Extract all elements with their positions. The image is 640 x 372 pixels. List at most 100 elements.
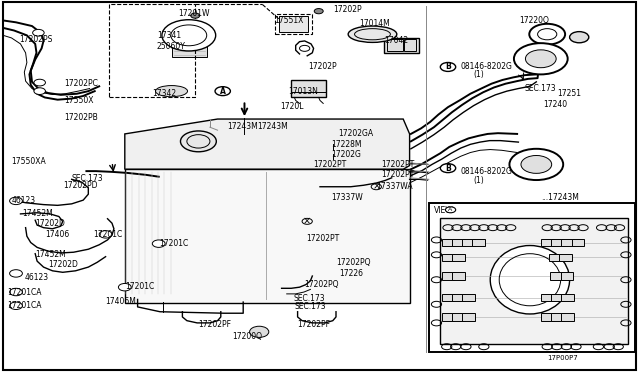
Text: 08146-8202G: 08146-8202G — [461, 62, 513, 71]
Text: 17201C: 17201C — [159, 239, 188, 248]
Text: 17202PT: 17202PT — [314, 160, 347, 169]
Text: 17452M: 17452M — [35, 250, 66, 259]
Bar — [172, 40, 207, 57]
Ellipse shape — [156, 86, 188, 97]
Text: 17201C: 17201C — [125, 282, 154, 291]
Ellipse shape — [348, 26, 397, 42]
Text: 17243M: 17243M — [227, 122, 258, 131]
Circle shape — [99, 231, 112, 238]
Text: 17202PF: 17202PF — [198, 320, 232, 329]
Text: VIEW: VIEW — [434, 206, 454, 215]
Text: 17202PT: 17202PT — [381, 160, 414, 169]
Text: 17202GA: 17202GA — [338, 129, 373, 138]
Text: 17202PT: 17202PT — [381, 170, 414, 179]
Text: 08146-8202G: 08146-8202G — [461, 167, 513, 176]
Text: A: A — [449, 207, 452, 212]
Text: ×: × — [372, 182, 380, 192]
Text: 17243M: 17243M — [257, 122, 288, 131]
Text: 1720L: 1720L — [280, 102, 304, 110]
Bar — [462, 313, 475, 321]
Text: 17201C: 17201C — [93, 230, 122, 239]
Text: 17202PD: 17202PD — [63, 182, 97, 190]
Circle shape — [10, 270, 22, 277]
Text: 17251: 17251 — [557, 89, 581, 98]
Text: (1): (1) — [474, 70, 484, 79]
Bar — [384, 38, 419, 53]
Text: 17240: 17240 — [543, 100, 567, 109]
Circle shape — [529, 24, 565, 45]
Bar — [462, 294, 475, 301]
Text: 17337WA: 17337WA — [376, 182, 413, 191]
Text: 17201W: 17201W — [178, 9, 209, 17]
Bar — [387, 39, 403, 51]
Bar — [429, 203, 635, 352]
Text: 17202G: 17202G — [332, 150, 362, 159]
Bar — [561, 272, 573, 280]
Bar — [550, 272, 563, 280]
Circle shape — [521, 155, 552, 173]
Bar — [452, 239, 465, 246]
Text: 17341: 17341 — [157, 31, 181, 40]
Text: 17042: 17042 — [384, 36, 408, 45]
Text: 17220Q: 17220Q — [520, 16, 550, 25]
Circle shape — [525, 50, 556, 68]
Text: SEC.173: SEC.173 — [294, 302, 326, 311]
Bar — [442, 313, 454, 321]
Text: 17014M: 17014M — [360, 19, 390, 28]
Bar — [442, 239, 454, 246]
Text: 17202D: 17202D — [35, 219, 65, 228]
Bar — [541, 294, 554, 301]
Text: 25060Y: 25060Y — [157, 42, 186, 51]
Text: 17337W: 17337W — [332, 193, 364, 202]
Text: 17202PT: 17202PT — [306, 234, 339, 243]
Bar — [541, 239, 554, 246]
Circle shape — [10, 288, 22, 296]
Bar — [462, 239, 475, 246]
Text: 17342: 17342 — [152, 89, 177, 97]
Text: (1): (1) — [474, 176, 484, 185]
Bar — [561, 239, 574, 246]
Text: 17202PC: 17202PC — [64, 79, 98, 88]
Ellipse shape — [490, 246, 570, 314]
Bar — [279, 16, 308, 32]
Text: SEC.173: SEC.173 — [293, 294, 324, 303]
Text: 17200Q: 17200Q — [232, 332, 262, 341]
Bar — [572, 239, 584, 246]
Circle shape — [250, 326, 269, 337]
Circle shape — [440, 62, 456, 71]
Bar — [291, 80, 326, 97]
Bar — [109, 4, 195, 97]
Bar — [440, 218, 628, 344]
Bar — [452, 254, 465, 261]
Bar — [452, 313, 465, 321]
Text: 17550XA: 17550XA — [12, 157, 46, 166]
Text: 46123: 46123 — [24, 273, 49, 282]
Circle shape — [34, 79, 45, 86]
Circle shape — [180, 131, 216, 152]
Bar — [561, 313, 574, 321]
Text: B: B — [445, 62, 451, 71]
Text: 17202P: 17202P — [308, 62, 337, 71]
Bar — [551, 294, 564, 301]
Text: 17202PB: 17202PB — [64, 113, 98, 122]
Circle shape — [162, 20, 216, 51]
Text: 17202PS: 17202PS — [19, 35, 52, 44]
Circle shape — [314, 9, 323, 14]
Circle shape — [570, 32, 589, 43]
Bar — [452, 272, 465, 280]
Bar — [442, 294, 454, 301]
Text: SEC.173: SEC.173 — [525, 84, 556, 93]
Text: 17228M: 17228M — [332, 140, 362, 149]
Text: 17551X: 17551X — [274, 16, 303, 25]
Bar — [404, 39, 416, 51]
Text: 17202PQ: 17202PQ — [304, 280, 339, 289]
Bar — [442, 254, 454, 261]
Text: 17201CA: 17201CA — [8, 301, 42, 310]
Bar — [549, 254, 562, 261]
Bar — [452, 294, 465, 301]
Circle shape — [445, 207, 456, 213]
Text: 46123: 46123 — [12, 196, 36, 205]
Bar — [561, 294, 574, 301]
Text: 17201CA: 17201CA — [8, 288, 42, 296]
Circle shape — [10, 302, 22, 310]
